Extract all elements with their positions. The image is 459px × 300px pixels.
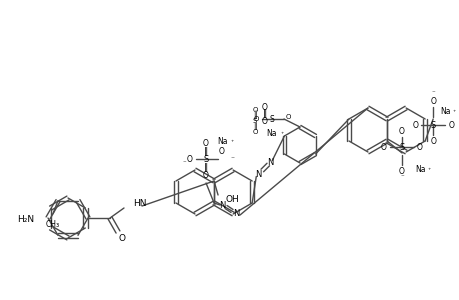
Text: Na: Na: [414, 164, 425, 173]
Text: ⁻: ⁻: [254, 110, 257, 116]
Text: S: S: [398, 142, 404, 152]
Text: ⁺: ⁺: [280, 133, 283, 137]
Text: S: S: [269, 115, 274, 124]
Text: ⁺: ⁺: [426, 169, 430, 173]
Text: HN: HN: [133, 200, 146, 208]
Text: O: O: [218, 146, 224, 155]
Text: H₂N: H₂N: [17, 215, 34, 224]
Text: N: N: [232, 208, 239, 217]
Text: ⁺: ⁺: [452, 110, 455, 116]
Text: O: O: [411, 121, 417, 130]
Text: O: O: [203, 170, 208, 179]
Text: N: N: [218, 200, 225, 209]
Text: O: O: [253, 116, 258, 122]
Text: ⁺: ⁺: [230, 140, 233, 146]
Text: O: O: [187, 154, 193, 164]
Text: Na: Na: [216, 136, 227, 146]
Text: O: O: [285, 114, 290, 120]
Text: O: O: [429, 136, 435, 146]
Text: O: O: [203, 139, 208, 148]
Text: ⁻: ⁻: [182, 160, 185, 166]
Text: ⁻: ⁻: [230, 154, 234, 164]
Text: ⁻: ⁻: [431, 90, 434, 96]
Text: O: O: [398, 167, 404, 176]
Text: O: O: [398, 127, 404, 136]
Text: CH₃: CH₃: [46, 220, 60, 229]
Text: ‖: ‖: [203, 146, 208, 155]
Text: O: O: [447, 121, 453, 130]
Text: O: O: [262, 116, 267, 125]
Text: S: S: [430, 121, 435, 130]
Text: ⁻: ⁻: [399, 174, 403, 180]
Text: ‖: ‖: [262, 109, 267, 118]
Text: OH: OH: [224, 194, 238, 203]
Text: O: O: [381, 142, 386, 152]
Text: Na: Na: [266, 128, 277, 137]
Text: S: S: [203, 154, 208, 164]
Text: O
‖
S
‖
O: O ‖ S ‖ O: [252, 107, 257, 135]
Text: O: O: [429, 97, 435, 106]
Text: N: N: [255, 170, 261, 179]
Text: O: O: [416, 142, 422, 152]
Text: O: O: [118, 235, 125, 244]
Text: O: O: [262, 103, 267, 112]
Text: Na: Na: [439, 106, 449, 116]
Text: N: N: [267, 158, 273, 167]
Text: ‖: ‖: [203, 163, 208, 172]
